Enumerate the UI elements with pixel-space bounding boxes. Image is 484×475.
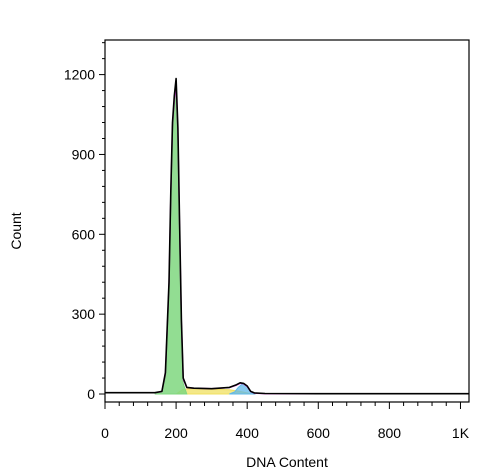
x-axis-title: DNA Content [246, 454, 328, 470]
x-tick-label: 400 [236, 425, 260, 441]
y-tick-label: 0 [87, 386, 95, 402]
plot-frame [104, 39, 470, 403]
histogram-line [105, 77, 469, 395]
x-tick-label: 1K [452, 425, 470, 441]
x-tick-label: 200 [164, 425, 188, 441]
y-tick-label: 600 [72, 226, 96, 242]
fit-sum-line [105, 84, 469, 395]
y-tick-label: 300 [72, 306, 96, 322]
data-layer [105, 77, 469, 395]
y-axis: 0 300 600 900 1200 [64, 42, 105, 402]
x-tick-label: 800 [378, 425, 402, 441]
x-tick-label: 600 [307, 425, 331, 441]
y-axis-title: Count [8, 212, 24, 249]
x-axis: 0 200 400 600 800 1K [101, 402, 470, 441]
y-tick-label: 1200 [64, 67, 95, 83]
y-tick-label: 900 [72, 146, 96, 162]
x-tick-label: 0 [101, 425, 109, 441]
